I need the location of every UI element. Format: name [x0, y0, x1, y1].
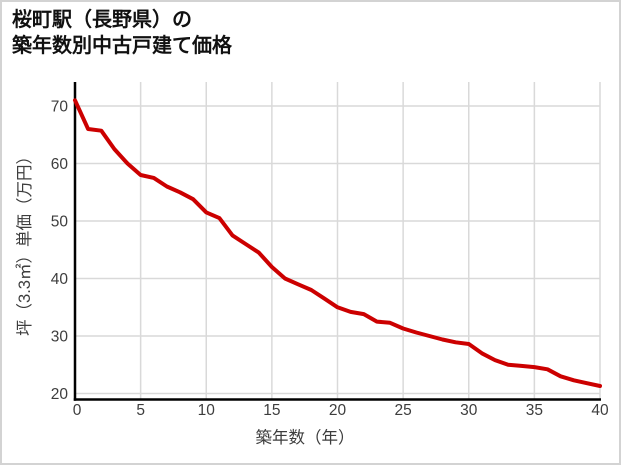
chart-title: 桜町駅（長野県）の 築年数別中古戸建て価格 — [12, 7, 232, 59]
x-axis-title: 築年数（年） — [256, 428, 355, 447]
y-axis-title: 坪（3.3㎡）単価（万円） — [15, 148, 34, 336]
chart-title-line2: 築年数別中古戸建て価格 — [12, 35, 232, 57]
price-line — [73, 98, 602, 388]
x-tick-label: 40 — [591, 402, 609, 419]
y-tick-label: 30 — [51, 329, 69, 346]
x-tick-label: 20 — [329, 402, 347, 419]
x-tick-label: 0 — [73, 402, 82, 419]
y-tick-label: 40 — [51, 271, 69, 288]
y-tick-label: 60 — [51, 156, 69, 173]
x-tick-label: 25 — [395, 402, 412, 419]
x-tick-label: 5 — [136, 402, 145, 419]
y-tick-label: 20 — [51, 386, 69, 403]
y-tick-label: 50 — [51, 214, 69, 231]
x-tick-label: 15 — [263, 402, 280, 419]
y-tick-label: 70 — [51, 99, 69, 116]
x-tick-label: 10 — [198, 402, 216, 419]
chart-title-line1: 桜町駅（長野県）の — [12, 9, 192, 31]
x-tick-label: 30 — [460, 402, 478, 419]
x-tick-label: 35 — [526, 402, 543, 419]
